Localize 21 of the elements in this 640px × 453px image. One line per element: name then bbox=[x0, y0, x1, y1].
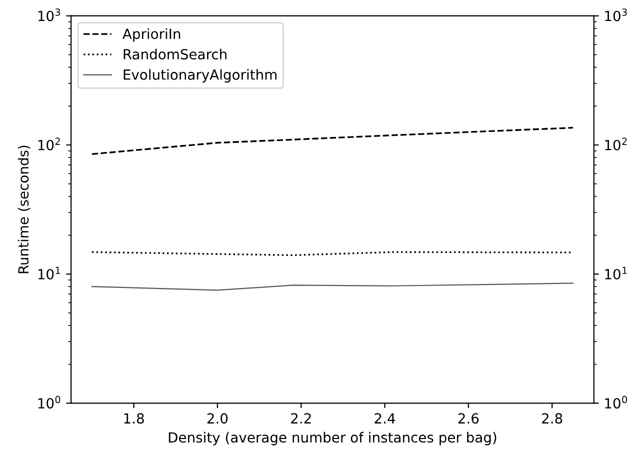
x-tick-label: 2.8 bbox=[542, 413, 562, 424]
text: 10$^{1}$ bbox=[605, 266, 627, 280]
y-tick-label: 10$^{2}$ bbox=[38, 138, 60, 150]
x-tick-label: 2.4 bbox=[374, 413, 396, 424]
y-tick-label: 10$^{3}$ bbox=[38, 8, 60, 22]
legend-label: AprioriIn bbox=[122, 28, 180, 42]
y-tick-label: 10$^{0}$ bbox=[38, 396, 60, 409]
y-tick-label: 10$^{1}$ bbox=[38, 266, 60, 280]
y-axis-title: Runtime (seconds) bbox=[18, 146, 30, 274]
line-series bbox=[91, 282, 574, 291]
x-tick-label: 2.6 bbox=[458, 413, 479, 424]
x-axis-title: Density (average number of instances per bag) bbox=[168, 432, 496, 446]
text: 10$^{3}$ bbox=[605, 8, 627, 22]
text: 10$^{2}$ bbox=[605, 138, 627, 150]
legend-label: EvolutionaryAlgorithm bbox=[124, 69, 276, 83]
x-tick-label: 2.0 bbox=[207, 413, 228, 424]
x-tick-label: 2.2 bbox=[291, 413, 311, 424]
text: 10$^{0}$ bbox=[605, 396, 627, 409]
line-series bbox=[91, 126, 574, 155]
x-tick-label: 1.8 bbox=[124, 413, 144, 424]
legend-label: RandomSearch bbox=[124, 48, 226, 60]
